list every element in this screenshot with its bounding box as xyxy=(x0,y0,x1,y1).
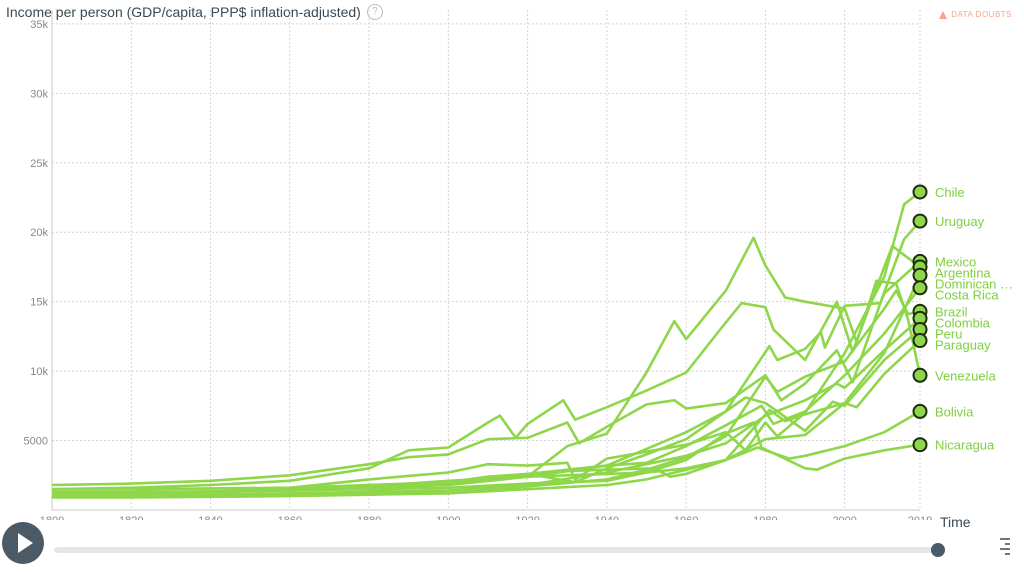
series-end-marker[interactable] xyxy=(912,333,928,349)
y-tick-label: 20k xyxy=(30,227,48,239)
x-tick-label: 1900 xyxy=(436,515,460,520)
data-doubts-link[interactable]: DATA DOUBTS xyxy=(939,10,1012,19)
series-end-marker[interactable] xyxy=(912,437,928,453)
time-slider-handle[interactable] xyxy=(931,543,945,557)
series-line xyxy=(52,410,921,491)
series-end-marker[interactable] xyxy=(912,280,928,296)
y-tick-label: 15k xyxy=(30,297,48,309)
x-tick-label: 1960 xyxy=(674,515,698,520)
data-doubts-label: DATA DOUBTS xyxy=(951,10,1012,19)
series-line xyxy=(52,421,921,494)
series-label[interactable]: Mexico xyxy=(935,254,976,269)
x-tick-label: 1880 xyxy=(357,515,381,520)
warning-icon xyxy=(939,10,948,19)
speed-icon[interactable] xyxy=(1000,538,1010,558)
series-line xyxy=(52,339,921,491)
play-icon xyxy=(17,533,33,553)
x-tick-label: 1940 xyxy=(595,515,619,520)
series-label[interactable]: Peru xyxy=(935,326,962,341)
series-end-marker[interactable] xyxy=(912,267,928,283)
series-label[interactable]: Brazil xyxy=(935,304,968,319)
x-tick-label: 2019 xyxy=(908,515,932,520)
series-lines xyxy=(51,190,922,499)
x-tick-label: 1920 xyxy=(515,515,539,520)
series-label[interactable]: Bolivia xyxy=(935,404,974,419)
y-tick-label: 10k xyxy=(30,366,48,378)
series-end-marker[interactable] xyxy=(912,367,928,383)
y-axis: 5000 10k 15k 20k 25k 30k 35k xyxy=(24,19,49,448)
time-slider-track[interactable] xyxy=(54,547,938,553)
grid xyxy=(51,10,921,511)
series-end-marker[interactable] xyxy=(912,213,928,229)
series-line xyxy=(51,190,921,496)
x-tick-label: 2000 xyxy=(832,515,856,520)
series-label[interactable]: Venezuela xyxy=(935,368,996,383)
series-line xyxy=(51,236,922,496)
x-tick-label: 1800 xyxy=(40,515,64,520)
chart-title-text: Income per person (GDP/capita, PPP$ infl… xyxy=(6,4,361,20)
series-label[interactable]: Colombia xyxy=(935,315,991,330)
series-end-marker[interactable] xyxy=(912,403,928,419)
series-end-marker[interactable] xyxy=(912,184,928,200)
series-label[interactable]: Dominican … xyxy=(935,276,1013,291)
series-label[interactable]: Nicaragua xyxy=(935,438,995,453)
x-tick-label: 1980 xyxy=(753,515,777,520)
series-label[interactable]: Argentina xyxy=(935,265,991,280)
series-line xyxy=(51,220,921,487)
x-tick-label: 1820 xyxy=(119,515,143,520)
x-tick-label: 1860 xyxy=(278,515,302,520)
series-label[interactable]: Uruguay xyxy=(935,214,985,229)
x-axis-title: Time xyxy=(940,514,971,530)
x-tick-label: 1840 xyxy=(198,515,222,520)
series-markers[interactable] xyxy=(912,184,928,453)
series-label[interactable]: Chile xyxy=(935,185,965,200)
series-line xyxy=(51,317,921,498)
x-axis: 1800 1820 1840 1860 1880 1900 1920 1940 1960 1980… xyxy=(40,515,932,520)
series-line xyxy=(51,244,921,491)
chart-title: Income per person (GDP/capita, PPP$ infl… xyxy=(6,4,383,20)
help-icon[interactable]: ? xyxy=(366,4,383,20)
series-label[interactable]: Costa Rica xyxy=(935,287,999,302)
y-tick-label: 5000 xyxy=(24,436,48,448)
series-label[interactable]: Paraguay xyxy=(935,337,991,352)
y-tick-label: 35k xyxy=(30,19,48,31)
play-button[interactable] xyxy=(2,522,44,564)
y-tick-label: 25k xyxy=(30,158,48,170)
series-line xyxy=(52,274,922,499)
y-tick-label: 30k xyxy=(30,88,48,100)
